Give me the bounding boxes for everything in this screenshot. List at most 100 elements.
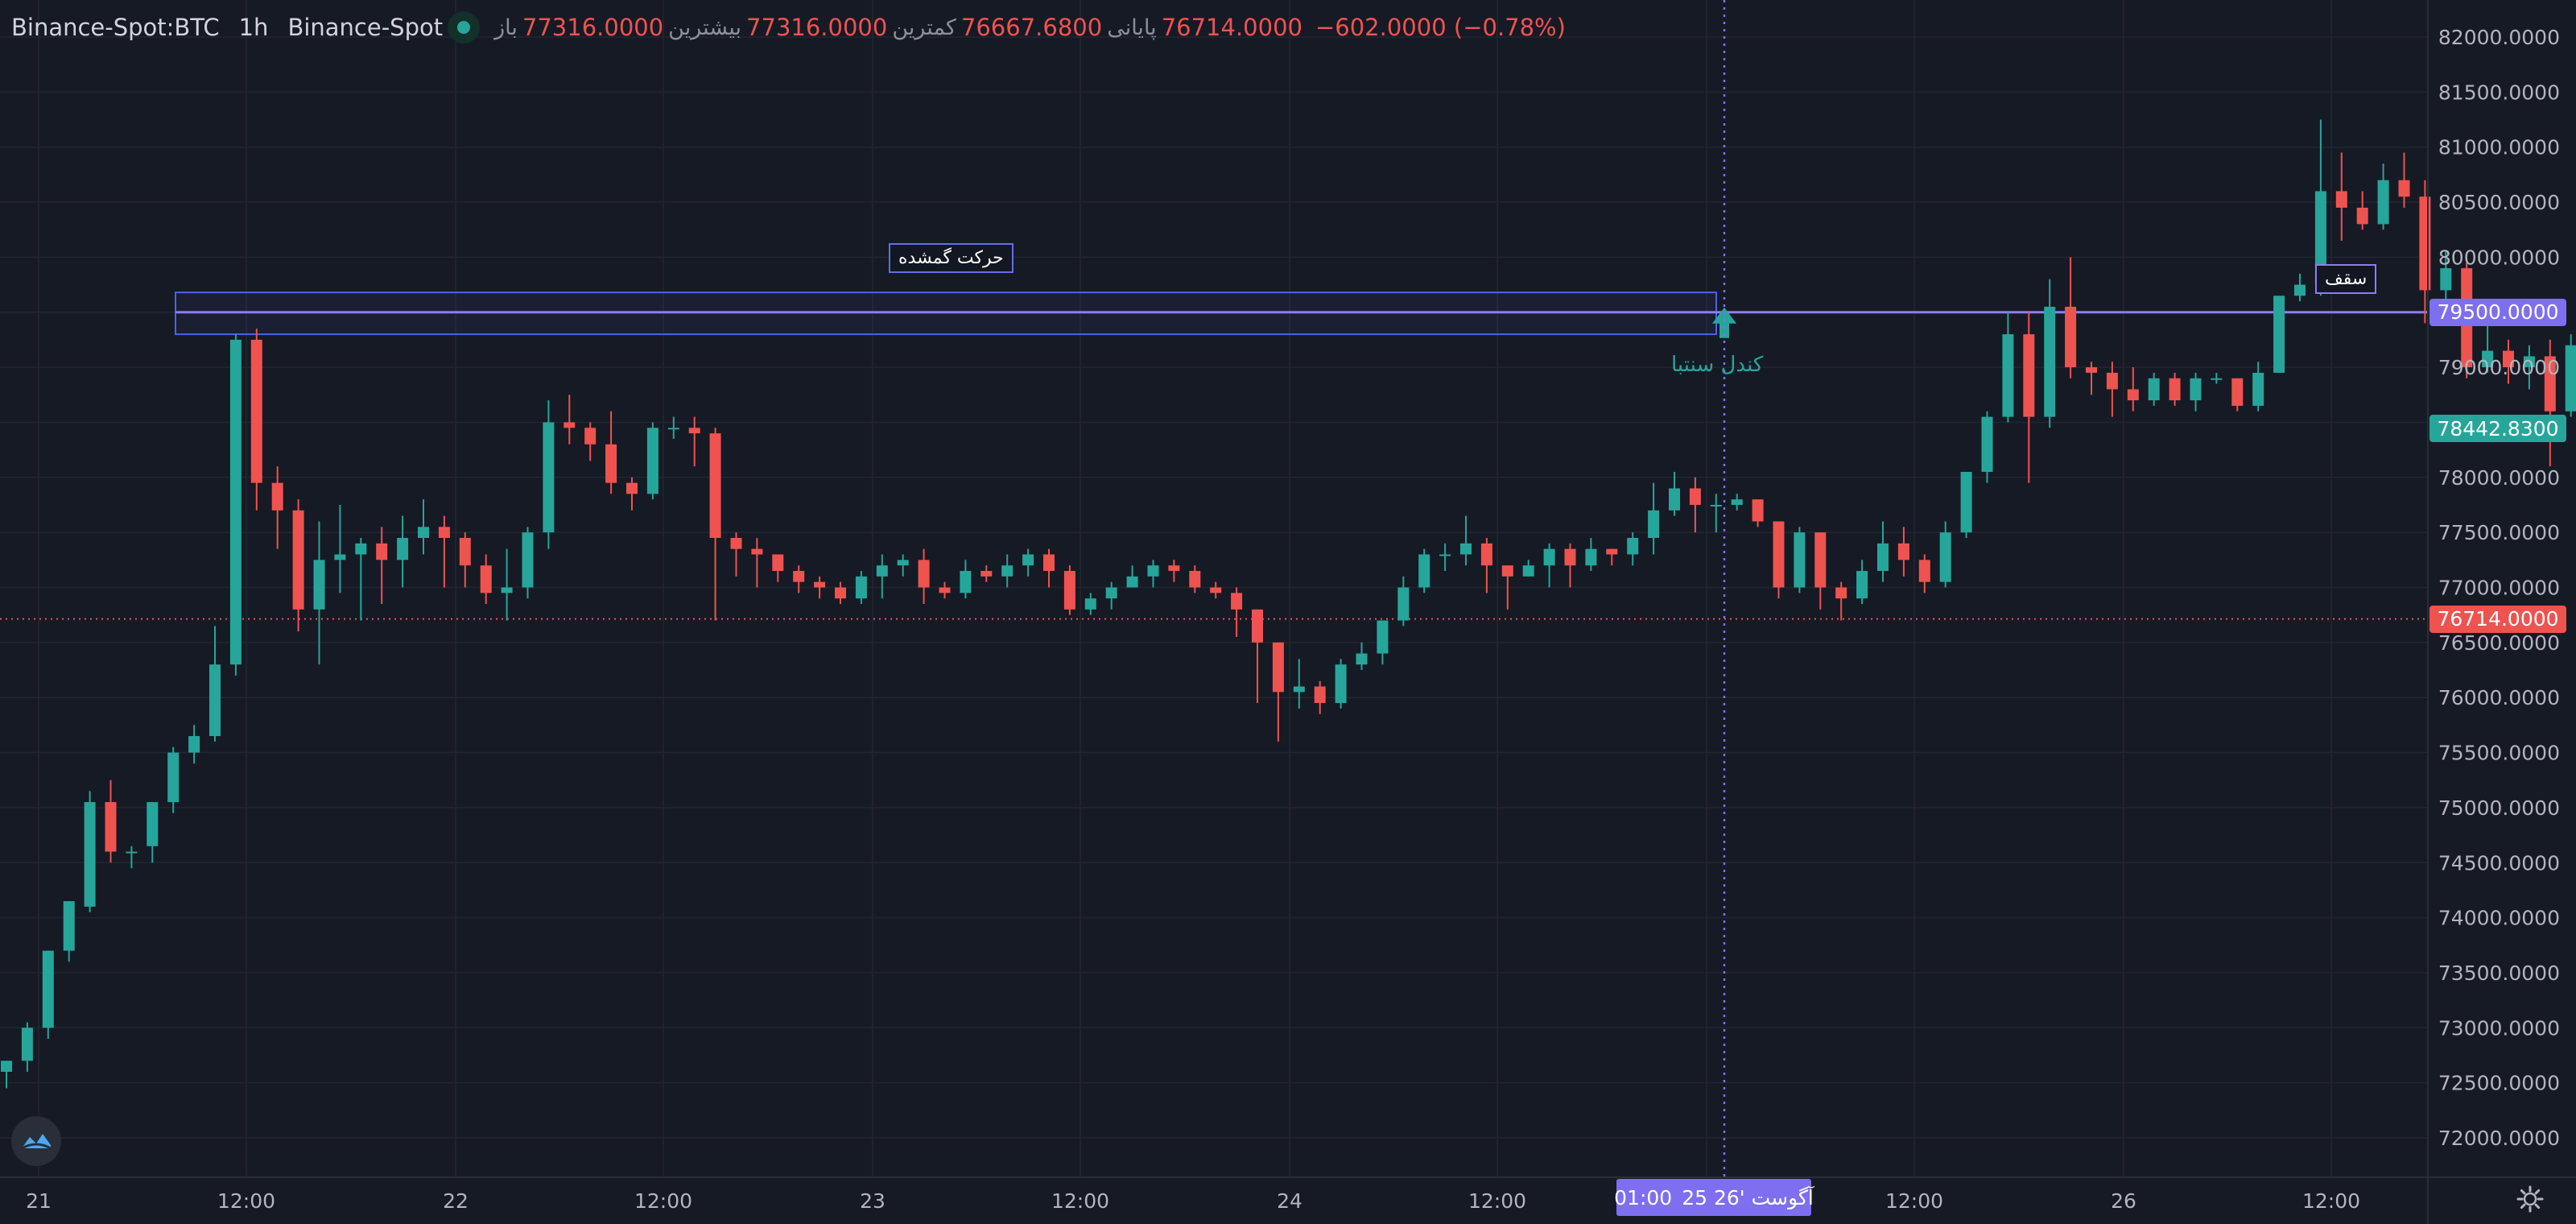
candle[interactable] [2294,273,2306,302]
candle[interactable] [1397,576,1410,626]
candle[interactable] [709,428,721,621]
candle[interactable] [918,548,930,605]
candle[interactable] [939,581,951,599]
candle[interactable] [2211,372,2223,384]
candle[interactable] [626,477,638,511]
candle[interactable] [1460,515,1472,566]
candle[interactable] [543,400,555,549]
candle[interactable] [2335,152,2347,241]
candle[interactable] [730,532,742,577]
candle[interactable] [459,532,471,588]
candle[interactable] [1731,494,1743,511]
candle[interactable] [667,416,679,439]
candle[interactable] [1981,411,1993,483]
candle[interactable] [1669,471,1680,516]
candle[interactable] [229,334,242,676]
candle[interactable] [1877,521,1889,582]
candle[interactable] [605,411,617,494]
candle[interactable] [292,499,304,632]
candle[interactable] [42,950,54,1039]
candle[interactable] [1606,548,1618,566]
candle[interactable] [1252,609,1263,704]
candle[interactable] [167,746,180,813]
candle[interactable] [147,802,159,863]
candle[interactable] [1856,560,1868,605]
candle[interactable] [1084,593,1096,615]
ceiling-note[interactable]: سقف [2315,264,2377,294]
candle[interactable] [2565,334,2576,417]
candle[interactable] [1335,659,1347,709]
candle[interactable] [2231,378,2244,411]
candle[interactable] [897,554,909,577]
candle[interactable] [876,554,888,599]
candle[interactable] [1794,527,1806,593]
candle[interactable] [1272,642,1284,742]
candle[interactable] [1689,477,1701,533]
candle[interactable] [2106,362,2118,417]
candle[interactable] [2377,163,2389,230]
candle[interactable] [1377,620,1389,665]
candle[interactable] [1918,554,1930,593]
candle[interactable] [751,537,763,588]
candle[interactable] [2002,312,2014,423]
candle[interactable] [1585,537,1597,571]
candle[interactable] [522,527,534,599]
candle[interactable] [855,570,867,605]
candle[interactable] [1210,581,1222,599]
candle[interactable] [1168,560,1180,582]
candle[interactable] [1835,581,1847,621]
candle[interactable] [1231,587,1243,638]
candle[interactable] [1022,548,1034,577]
candle[interactable] [209,626,221,742]
gear-icon[interactable] [2516,1185,2544,1213]
candle[interactable] [2252,362,2264,411]
arrow-up-icon[interactable] [1712,307,1736,338]
candle[interactable] [1439,543,1451,571]
candle[interactable] [1314,680,1326,714]
candle[interactable] [376,527,388,605]
candle[interactable] [397,515,409,588]
candle[interactable] [2044,279,2056,428]
candle[interactable] [313,521,325,665]
candle[interactable] [814,576,826,599]
candle[interactable] [2169,372,2181,406]
candle[interactable] [63,901,75,962]
candle[interactable] [2190,372,2202,411]
logo-icon[interactable] [11,1116,61,1166]
candle[interactable] [1293,659,1305,709]
candle[interactable] [772,554,784,582]
candle[interactable] [2273,296,2285,373]
candle[interactable] [1,1061,12,1089]
candle[interactable] [501,548,513,621]
candle[interactable] [2086,362,2097,395]
candle[interactable] [1147,560,1159,588]
candle[interactable] [84,791,96,912]
candle[interactable] [1418,548,1430,593]
candle[interactable] [2148,372,2160,406]
candle[interactable] [105,779,117,863]
candles[interactable] [1,119,2576,1089]
candle[interactable] [1189,565,1201,593]
candle[interactable] [1773,521,1785,599]
candle[interactable] [960,560,972,599]
missing-move-note[interactable]: حرکت گمشده [889,243,1013,273]
candle[interactable] [1564,543,1576,588]
candle[interactable] [334,504,346,593]
candle[interactable] [1126,565,1138,588]
candle-label-note[interactable]: کندل سنتبا [1671,353,1763,377]
candle[interactable] [21,1022,33,1072]
candle[interactable] [188,725,200,764]
candle[interactable] [835,581,846,605]
candle[interactable] [2523,345,2535,390]
candle[interactable] [1063,565,1075,615]
candle[interactable] [1356,642,1368,671]
candle[interactable] [438,515,450,588]
candle[interactable] [1522,560,1534,577]
candle[interactable] [1960,471,1972,538]
candle[interactable] [564,395,576,445]
candle[interactable] [1648,482,1660,555]
candle[interactable] [355,537,367,621]
candle[interactable] [1752,499,1764,527]
